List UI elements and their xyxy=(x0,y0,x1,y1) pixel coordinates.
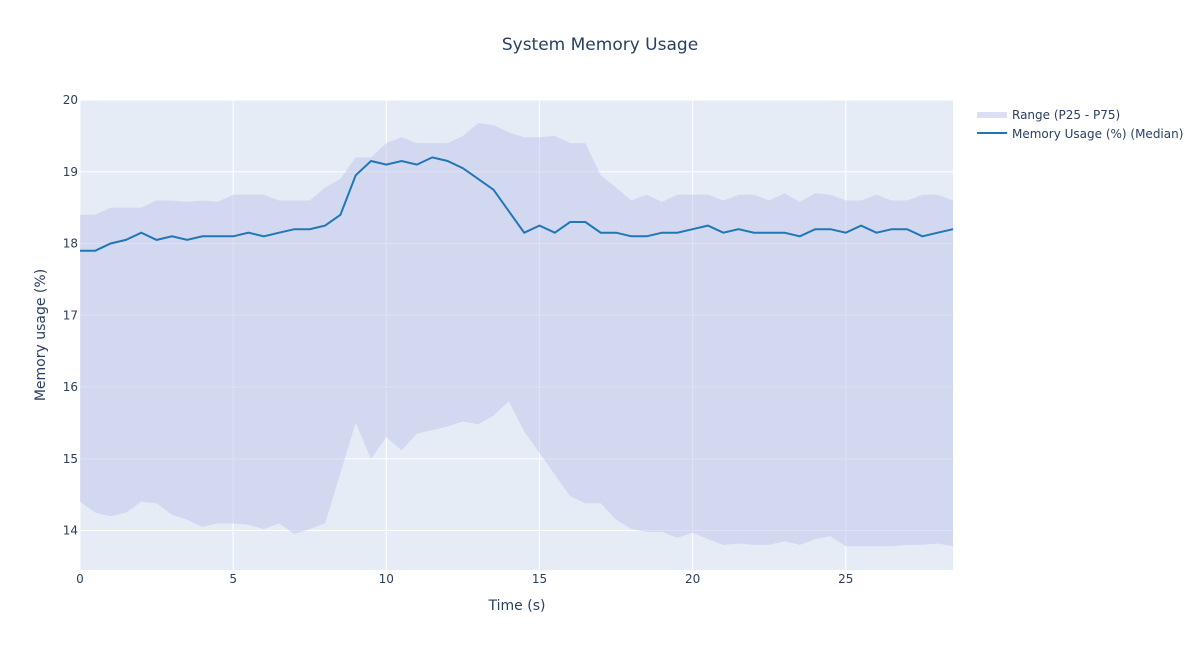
y-tick-label: 15 xyxy=(63,452,78,466)
y-tick-label: 18 xyxy=(63,237,78,251)
x-tick-label: 15 xyxy=(532,572,547,586)
median-line xyxy=(80,156,954,252)
y-tick-label: 16 xyxy=(63,380,78,394)
x-tick-label: 5 xyxy=(229,572,237,586)
legend-median-label[interactable]: Memory Usage (%) (Median) xyxy=(1012,127,1183,141)
y-tick-label: 17 xyxy=(63,308,78,322)
chart-title: System Memory Usage xyxy=(502,35,698,55)
legend-range-swatch[interactable] xyxy=(977,112,1007,118)
x-axis-title: Time (s) xyxy=(488,598,546,614)
x-tick-label: 20 xyxy=(685,572,700,586)
x-tick-label: 0 xyxy=(76,572,84,586)
legend[interactable]: Range (P25 - P75) Memory Usage (%) (Medi… xyxy=(977,108,1183,141)
x-tick-label: 25 xyxy=(838,572,853,586)
y-axis-title: Memory usage (%) xyxy=(33,269,49,401)
y-axis-ticks: 14 15 16 17 18 19 20 xyxy=(63,93,78,538)
x-tick-label: 10 xyxy=(379,572,394,586)
y-tick-label: 14 xyxy=(63,524,78,538)
legend-range-label[interactable]: Range (P25 - P75) xyxy=(1012,108,1120,122)
y-tick-label: 19 xyxy=(63,165,78,179)
x-axis-ticks: 0 5 10 15 20 25 xyxy=(76,572,853,586)
y-tick-label: 20 xyxy=(63,93,78,107)
